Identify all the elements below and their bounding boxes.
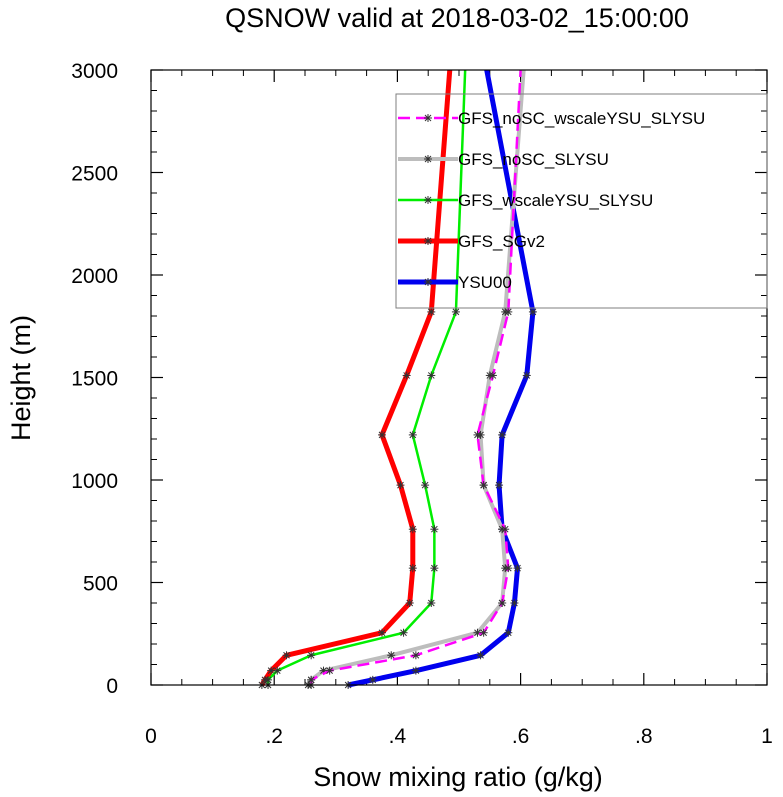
data-point-marker xyxy=(476,651,485,660)
data-point-marker xyxy=(411,666,420,675)
x-tick-label: .6 xyxy=(512,725,530,748)
data-point-marker xyxy=(510,599,519,607)
data-point-marker xyxy=(307,675,316,684)
x-tick-label: .8 xyxy=(635,725,653,748)
data-point-marker xyxy=(408,525,417,534)
data-point-marker xyxy=(430,525,439,534)
data-point-marker xyxy=(325,666,334,675)
data-point-marker xyxy=(396,481,405,490)
y-tick-label: 0 xyxy=(106,675,118,698)
data-point-marker xyxy=(495,481,504,490)
data-point-marker xyxy=(368,675,377,684)
legend-label: GFS_noSC_SLYSU xyxy=(458,150,609,169)
data-point-marker xyxy=(427,599,436,607)
data-point-marker xyxy=(402,371,411,380)
data-point-marker xyxy=(504,564,513,573)
y-tick-label: 2500 xyxy=(71,163,118,186)
data-point-marker xyxy=(522,371,531,380)
data-point-marker xyxy=(479,628,488,637)
data-point-marker xyxy=(427,371,436,380)
y-tick-label: 2000 xyxy=(71,265,118,288)
data-point-marker xyxy=(424,155,432,163)
data-point-marker xyxy=(427,307,436,316)
legend-label: GFS_SGv2 xyxy=(458,232,545,251)
data-point-marker xyxy=(513,564,522,573)
data-point-marker xyxy=(378,430,386,439)
y-tick-label: 1500 xyxy=(71,368,118,391)
data-point-marker xyxy=(528,307,537,316)
y-axis-title: Height (m) xyxy=(6,315,36,441)
data-point-marker xyxy=(451,307,460,316)
data-point-marker xyxy=(405,599,414,607)
data-point-marker xyxy=(273,666,282,675)
x-tick-label: .2 xyxy=(265,725,283,748)
data-point-marker xyxy=(408,430,417,439)
data-point-marker xyxy=(498,599,507,607)
data-point-marker xyxy=(488,371,497,380)
legend-entry: YSU00 xyxy=(398,273,512,292)
data-point-marker xyxy=(424,196,432,204)
series-line xyxy=(259,69,453,687)
data-point-marker xyxy=(421,481,430,490)
data-point-marker xyxy=(424,237,432,245)
x-tick-label: 0 xyxy=(145,725,157,748)
data-point-marker xyxy=(378,628,386,637)
legend-label: YSU00 xyxy=(458,273,512,292)
data-point-marker xyxy=(424,278,432,286)
data-point-marker xyxy=(387,651,396,660)
series-layer xyxy=(257,69,537,689)
legend-entry: GFS_SGv2 xyxy=(398,232,545,251)
y-tick-label: 1000 xyxy=(71,470,118,493)
series-GFS_wscaleYSU_SLYSU xyxy=(264,69,467,689)
chart-title: QSNOW valid at 2018-03-02_15:00:00 xyxy=(225,3,689,33)
plot-frame xyxy=(150,69,768,686)
legend-label: GFS_noSC_wscaleYSU_SLYSU xyxy=(458,109,705,128)
legend: GFS_noSC_wscaleYSU_SLYSU GFS_noSC_SLYSU GF… xyxy=(395,93,768,309)
data-point-marker xyxy=(282,651,291,660)
y-tick-label: 500 xyxy=(83,573,118,596)
x-tick-label: 1 xyxy=(761,725,773,748)
axis-ticks: 0 .2 .4 .6 .8 1 0 500 1000 1500 2000 2500 3000 xyxy=(71,60,773,748)
data-point-marker xyxy=(430,564,439,573)
legend-entry: GFS_noSC_wscaleYSU_SLYSU xyxy=(398,109,705,128)
legend-box xyxy=(395,93,768,309)
data-point-marker xyxy=(504,628,513,637)
data-point-marker xyxy=(501,525,510,534)
data-point-marker xyxy=(307,651,316,660)
data-point-marker xyxy=(408,564,417,573)
y-tick-label: 3000 xyxy=(71,60,118,83)
x-axis-title: Snow mixing ratio (g/kg) xyxy=(313,762,603,792)
series-GFS_SGv2 xyxy=(257,69,453,689)
legend-entry: GFS_noSC_SLYSU xyxy=(398,150,609,169)
x-tick-label: .4 xyxy=(389,725,407,748)
data-point-marker xyxy=(424,114,432,122)
data-point-marker xyxy=(504,307,513,316)
data-point-marker xyxy=(264,675,273,684)
data-point-marker xyxy=(479,481,488,490)
data-point-marker xyxy=(411,651,420,660)
legend-entry: GFS_wscaleYSU_SLYSU xyxy=(398,191,653,210)
series-line xyxy=(266,69,467,685)
data-point-marker xyxy=(399,628,408,637)
data-point-marker xyxy=(473,430,482,439)
legend-label: GFS_wscaleYSU_SLYSU xyxy=(458,191,653,210)
data-point-marker xyxy=(498,430,507,439)
